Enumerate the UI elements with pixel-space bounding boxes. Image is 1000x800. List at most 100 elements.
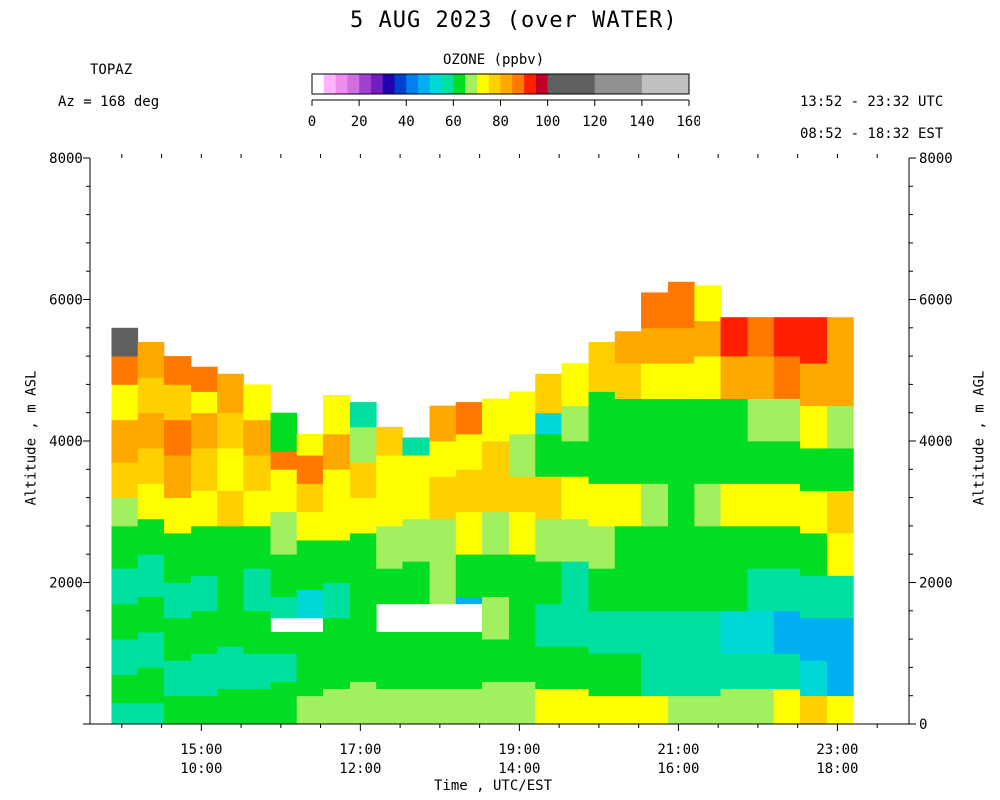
- ozone-cell: [588, 391, 616, 442]
- ozone-cell: [376, 653, 403, 690]
- ozone-cell: [163, 695, 192, 725]
- ozone-cell: [800, 317, 828, 364]
- ozone-cell: [190, 366, 218, 392]
- ozone-cell: [694, 356, 721, 399]
- ozone-cell: [455, 554, 483, 598]
- ozone-cell: [535, 646, 562, 690]
- colorbar-tick-label: 0: [308, 114, 316, 130]
- colorbar-swatch: [465, 74, 478, 94]
- colorbar-swatch: [524, 74, 537, 94]
- colorbar-swatch: [594, 74, 643, 94]
- ozone-cell: [614, 653, 642, 697]
- profile-column: [800, 317, 828, 725]
- ozone-cell: [243, 610, 271, 654]
- x-tick-label-utc: 21:00: [657, 742, 699, 758]
- profile-column: [535, 373, 562, 725]
- ozone-cell: [376, 568, 403, 605]
- ozone-cell: [350, 646, 377, 682]
- ozone-cell: [747, 483, 775, 527]
- ozone-cell: [668, 653, 695, 697]
- ozone-cell: [137, 667, 165, 704]
- profile-column: [350, 402, 377, 725]
- ozone-cell: [322, 653, 351, 690]
- ozone-cell: [773, 688, 801, 725]
- ozone-cell: [270, 596, 298, 619]
- ozone-cell: [668, 525, 695, 569]
- ozone-cell: [509, 391, 536, 435]
- ozone-cell: [535, 561, 562, 605]
- ozone-cell: [350, 568, 377, 612]
- ozone-cell: [588, 610, 616, 654]
- colorbar-swatch: [335, 74, 348, 94]
- ozone-cell: [322, 540, 351, 583]
- ozone-cell: [482, 596, 510, 640]
- ozone-cell: [773, 568, 801, 612]
- profile-column: [402, 437, 430, 725]
- ozone-cell: [322, 504, 351, 541]
- ozone-cell: [482, 554, 510, 598]
- colorbar-swatch: [535, 74, 548, 94]
- profile-column: [720, 317, 748, 725]
- ozone-cell: [163, 582, 192, 619]
- ozone-cell: [243, 525, 271, 569]
- ozone-cell: [402, 653, 430, 690]
- colorbar-swatch: [323, 74, 336, 94]
- ozone-cell: [827, 490, 854, 534]
- colorbar-tick-label: 160: [676, 114, 700, 130]
- ozone-cell: [402, 518, 430, 562]
- ozone-cell: [111, 525, 139, 569]
- profile-column: [376, 426, 403, 725]
- colorbar-swatch: [641, 74, 690, 94]
- ozone-cell: [429, 405, 457, 442]
- ozone-cell: [641, 441, 669, 484]
- ozone-cell: [455, 402, 483, 435]
- ozone-cell: [137, 412, 165, 449]
- ozone-cell: [217, 412, 244, 449]
- colorbar-swatch: [382, 74, 395, 94]
- chart-title: 5 AUG 2023 (over WATER): [350, 8, 678, 33]
- ozone-cell: [720, 317, 748, 357]
- utc-range-label: 13:52 - 23:32 UTC: [800, 94, 944, 110]
- ozone-cell: [482, 511, 510, 555]
- ozone-cell: [800, 490, 828, 534]
- y-tick-label-left: 4000: [49, 434, 83, 450]
- ozone-cell: [482, 681, 510, 725]
- ozone-cell: [747, 398, 775, 442]
- y-tick-label-right: 2000: [919, 576, 953, 592]
- colorbar-swatch: [500, 74, 513, 94]
- ozone-cell: [641, 610, 669, 654]
- ozone-cell: [561, 518, 589, 562]
- ozone-cell: [350, 426, 377, 463]
- colorbar-tick-label: 20: [351, 114, 368, 130]
- ozone-cell: [668, 398, 695, 442]
- ozone-cell: [296, 632, 324, 661]
- profile-column: [455, 402, 483, 725]
- ozone-cell: [429, 653, 457, 690]
- ozone-cell: [509, 511, 536, 555]
- colorbar-tick-label: 40: [398, 114, 415, 130]
- profile-column: [429, 405, 457, 725]
- ozone-cell: [402, 455, 430, 484]
- ozone-cell: [720, 356, 748, 399]
- ozone-cell: [270, 653, 298, 682]
- y-tick-label-left: 6000: [49, 293, 83, 309]
- ozone-cell: [694, 483, 721, 527]
- ozone-cell: [827, 575, 854, 619]
- ozone-cell: [561, 363, 589, 407]
- colorbar-swatch: [406, 74, 419, 94]
- ozone-cell: [350, 462, 377, 498]
- ozone-cell: [190, 391, 218, 414]
- ozone-cell: [773, 483, 801, 527]
- ozone-cell: [588, 568, 616, 612]
- ozone-cell: [217, 373, 244, 414]
- colorbar-swatch: [418, 74, 431, 94]
- ozone-cell: [800, 405, 828, 449]
- ozone-cell: [137, 632, 165, 668]
- ozone-cell: [800, 660, 828, 697]
- ozone-cell: [376, 688, 403, 725]
- ozone-cell: [561, 603, 589, 647]
- y-tick-label-right: 4000: [919, 434, 953, 450]
- ozone-cell: [137, 518, 165, 555]
- ozone-cell: [509, 476, 536, 513]
- ozone-cell: [535, 373, 562, 414]
